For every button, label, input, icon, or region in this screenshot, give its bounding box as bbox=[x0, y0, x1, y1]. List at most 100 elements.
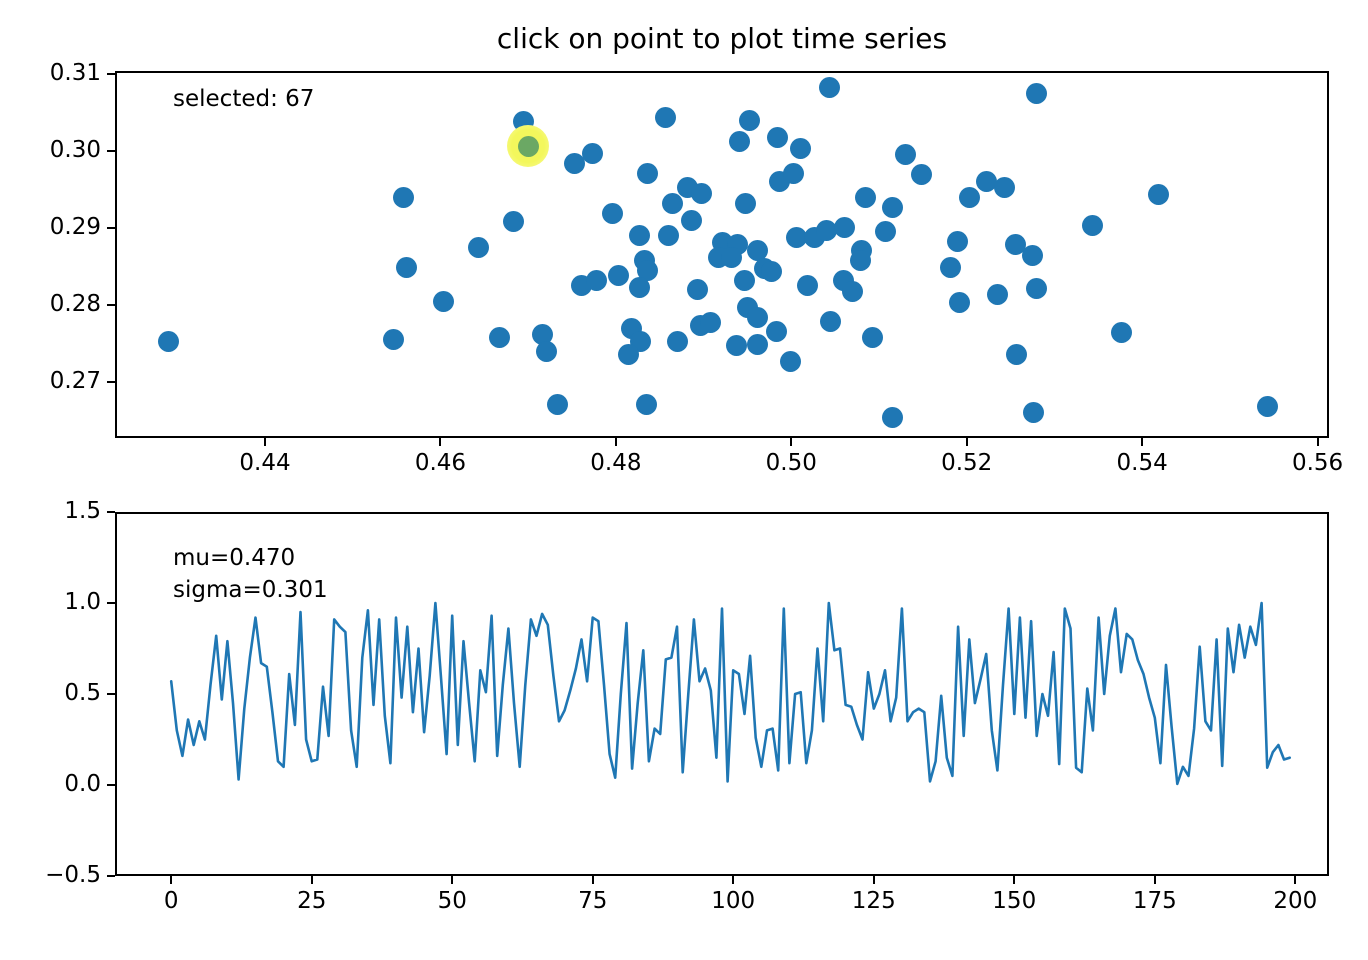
scatter-point[interactable] bbox=[629, 277, 651, 299]
scatter-point[interactable] bbox=[1148, 183, 1170, 205]
scatter-point[interactable] bbox=[1022, 245, 1044, 267]
scatter-point[interactable] bbox=[601, 202, 623, 224]
scatter-point[interactable] bbox=[158, 330, 179, 352]
y-tick-mark bbox=[107, 73, 115, 76]
y-tick-mark bbox=[107, 875, 115, 877]
scatter-point[interactable] bbox=[786, 226, 808, 248]
scatter-point[interactable] bbox=[721, 246, 743, 268]
scatter-point[interactable] bbox=[488, 326, 510, 348]
scatter-point[interactable] bbox=[797, 275, 819, 297]
scatter-point[interactable] bbox=[862, 326, 884, 348]
scatter-point[interactable] bbox=[686, 279, 708, 300]
scatter-point[interactable] bbox=[666, 330, 688, 352]
scatter-point[interactable] bbox=[949, 292, 971, 314]
scatter-point[interactable] bbox=[432, 291, 454, 313]
scatter-point[interactable] bbox=[546, 393, 568, 415]
scatter-point[interactable] bbox=[502, 210, 524, 232]
scatter-point[interactable] bbox=[815, 219, 837, 241]
scatter-point[interactable] bbox=[819, 77, 841, 99]
scatter-point[interactable] bbox=[842, 280, 864, 302]
scatter-point[interactable] bbox=[779, 351, 801, 373]
scatter-point[interactable] bbox=[636, 394, 658, 416]
scatter-point[interactable] bbox=[738, 109, 760, 131]
y-tick-mark bbox=[107, 784, 115, 786]
scatter-point[interactable] bbox=[536, 341, 558, 363]
scatter-plot-area[interactable]: selected: 67 bbox=[115, 71, 1329, 438]
scatter-point[interactable] bbox=[383, 329, 405, 351]
x-tick-label: 0.46 bbox=[414, 450, 467, 476]
scatter-point[interactable] bbox=[1081, 215, 1103, 237]
scatter-point[interactable] bbox=[765, 321, 787, 343]
scatter-point[interactable] bbox=[911, 163, 933, 185]
scatter-point[interactable] bbox=[531, 324, 553, 346]
scatter-point[interactable] bbox=[874, 221, 896, 243]
scatter-point[interactable] bbox=[747, 307, 769, 329]
scatter-point[interactable] bbox=[607, 265, 629, 287]
scatter-point[interactable] bbox=[881, 196, 903, 218]
scatter-point[interactable] bbox=[940, 256, 962, 278]
scatter-point[interactable] bbox=[1110, 322, 1132, 344]
scatter-point[interactable] bbox=[766, 127, 788, 149]
scatter-axes bbox=[115, 71, 1329, 438]
scatter-point[interactable] bbox=[393, 187, 415, 209]
scatter-point[interactable] bbox=[782, 162, 804, 184]
scatter-point[interactable] bbox=[1026, 82, 1048, 104]
scatter-point[interactable] bbox=[617, 344, 639, 366]
scatter-point[interactable] bbox=[855, 187, 877, 209]
scatter-point[interactable] bbox=[1022, 402, 1044, 424]
scatter-point[interactable] bbox=[734, 269, 756, 291]
scatter-point[interactable] bbox=[655, 107, 677, 129]
scatter-point[interactable] bbox=[834, 217, 856, 239]
scatter-point[interactable] bbox=[789, 138, 811, 160]
scatter-point[interactable] bbox=[581, 142, 603, 164]
scatter-point[interactable] bbox=[662, 192, 684, 214]
scatter-point[interactable] bbox=[1257, 395, 1279, 417]
chart-title: click on point to plot time series bbox=[496, 22, 948, 55]
scatter-point[interactable] bbox=[1006, 343, 1028, 365]
scatter-point[interactable] bbox=[947, 231, 969, 253]
y-tick-label: 0.27 bbox=[49, 367, 101, 394]
scatter-point[interactable] bbox=[993, 176, 1015, 198]
scatter-point[interactable] bbox=[976, 170, 998, 192]
scatter-point[interactable] bbox=[958, 187, 980, 209]
scatter-point[interactable] bbox=[1005, 234, 1027, 256]
scatter-point[interactable] bbox=[761, 261, 783, 283]
x-tick-label: 0.56 bbox=[1291, 450, 1344, 476]
mu-sigma-annotation: mu=0.470 sigma=0.301 bbox=[173, 542, 328, 606]
y-tick-label: 0.28 bbox=[49, 290, 101, 317]
x-tick-mark bbox=[439, 438, 442, 446]
scatter-point[interactable] bbox=[894, 144, 916, 166]
scatter-point[interactable] bbox=[735, 192, 757, 214]
scatter-point[interactable] bbox=[729, 131, 751, 153]
y-tick-label: 0.30 bbox=[49, 137, 101, 164]
x-tick-mark bbox=[170, 876, 173, 884]
scatter-point[interactable] bbox=[700, 312, 722, 334]
x-tick-label: 25 bbox=[297, 888, 327, 914]
scatter-point[interactable] bbox=[586, 269, 608, 291]
y-tick-mark bbox=[107, 150, 115, 153]
y-tick-label: 0.5 bbox=[64, 680, 101, 706]
scatter-point[interactable] bbox=[726, 335, 748, 357]
x-tick-mark bbox=[1141, 438, 1144, 446]
scatter-point[interactable] bbox=[691, 182, 713, 204]
x-tick-label: 0.50 bbox=[765, 450, 817, 476]
scatter-point[interactable] bbox=[850, 249, 872, 271]
scatter-point[interactable] bbox=[746, 333, 768, 355]
scatter-point[interactable] bbox=[820, 310, 842, 332]
scatter-point[interactable] bbox=[986, 283, 1008, 305]
scatter-point[interactable] bbox=[629, 225, 651, 247]
scatter-point[interactable] bbox=[657, 225, 679, 247]
scatter-point[interactable] bbox=[564, 152, 586, 174]
scatter-point[interactable] bbox=[747, 239, 769, 261]
scatter-point[interactable] bbox=[467, 236, 489, 258]
scatter-point[interactable] bbox=[395, 256, 417, 278]
scatter-point[interactable] bbox=[636, 259, 658, 281]
x-tick-mark bbox=[1294, 876, 1297, 884]
x-tick-mark bbox=[451, 876, 454, 884]
scatter-point[interactable] bbox=[1026, 278, 1048, 300]
selected-point-marker[interactable] bbox=[517, 135, 539, 157]
scatter-point[interactable] bbox=[680, 209, 702, 231]
scatter-point[interactable] bbox=[636, 162, 658, 184]
x-tick-mark bbox=[872, 876, 875, 884]
scatter-point[interactable] bbox=[881, 407, 903, 429]
